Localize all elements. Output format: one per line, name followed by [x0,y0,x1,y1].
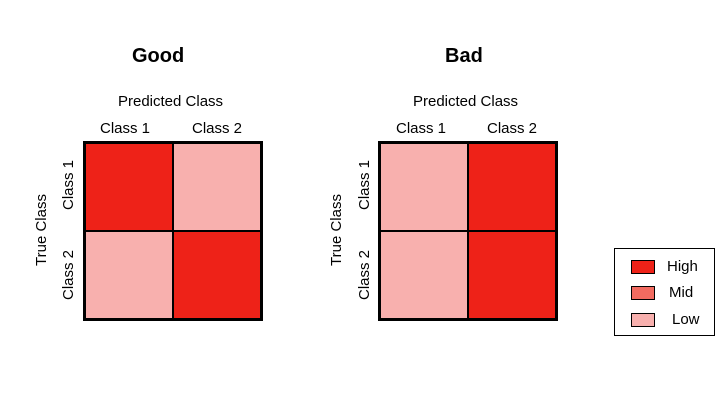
x-axis-title: Predicted Class [118,93,224,110]
col-label-class-1: Class 1 [100,120,151,137]
matrix-cell [468,143,556,231]
row-label-class-2: Class 2 [356,249,373,301]
x-axis-title: Predicted Class [413,93,519,110]
row-label-class-2: Class 2 [60,249,77,301]
legend-swatch-low [631,313,655,327]
legend-swatch-high [631,260,655,274]
panel-title: Good [132,45,185,67]
matrix-cell [85,143,173,231]
matrix-cell [173,231,261,319]
y-axis-title: True Class [33,194,50,266]
legend-item-high: High [615,257,714,277]
legend-label-low: Low [672,311,700,328]
panel-title: Bad [445,45,483,67]
col-label-class-2: Class 2 [487,120,538,137]
row-label-class-1: Class 1 [60,159,77,211]
row-label-class-1: Class 1 [356,159,373,211]
legend: High Mid Low [614,248,715,336]
legend-item-mid: Mid [615,283,714,303]
matrix-cell [380,231,468,319]
col-label-class-1: Class 1 [396,120,447,137]
confusion-matrix [83,141,263,321]
matrix-cell [468,231,556,319]
legend-label-mid: Mid [669,284,694,301]
confusion-matrix [378,141,558,321]
matrix-cell [173,143,261,231]
matrix-cell [380,143,468,231]
legend-swatch-mid [631,286,655,300]
matrix-cell [85,231,173,319]
legend-label-high: High [667,258,698,275]
y-axis-title: True Class [328,194,345,266]
col-label-class-2: Class 2 [192,120,243,137]
legend-item-low: Low [615,310,714,330]
